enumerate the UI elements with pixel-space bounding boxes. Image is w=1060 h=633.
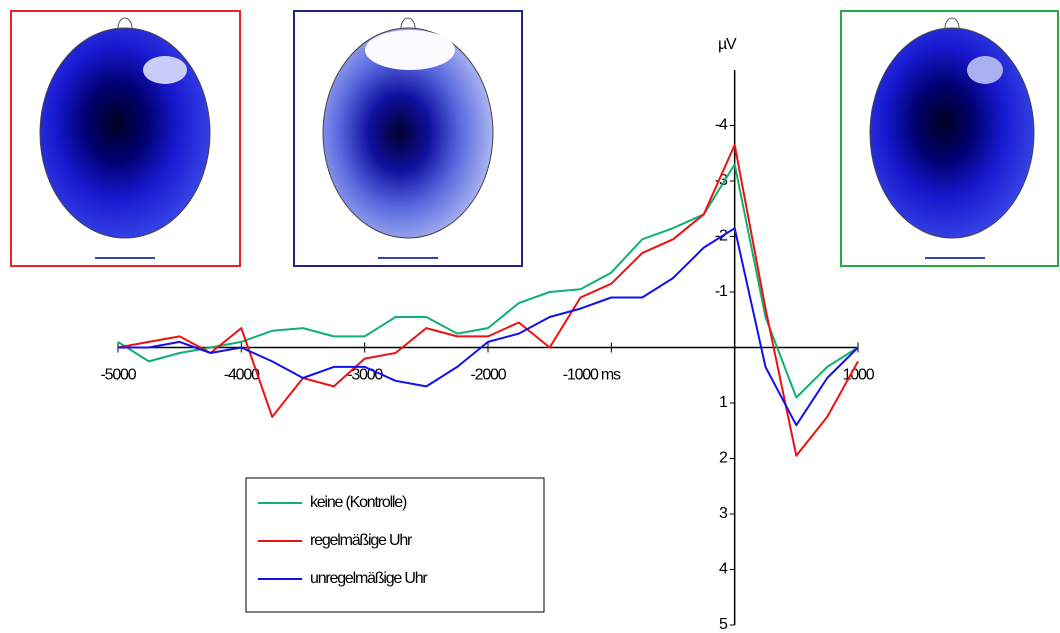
topomap-blue	[293, 10, 523, 267]
y-tick-label: 1	[719, 394, 728, 411]
topomap-green	[840, 10, 1059, 267]
y-tick-label: 3	[719, 505, 728, 522]
head	[869, 27, 1035, 239]
x-tick-label: 1000	[843, 367, 875, 384]
y-tick-label: 5	[719, 616, 728, 633]
contour	[967, 56, 1003, 84]
legend-label: regelmäßige Uhr	[310, 532, 413, 549]
legend-label: keine (Kontrolle)	[310, 494, 407, 511]
x-tick-label: -5000	[101, 367, 137, 384]
x-tick-label: -1000 ms	[563, 367, 621, 384]
legend-label: unregelmäßige Uhr	[310, 570, 428, 587]
head	[322, 27, 494, 239]
legend-box	[245, 477, 545, 613]
y-tick-label: 4	[719, 561, 728, 578]
y-tick-label: -1	[715, 283, 728, 300]
contour	[365, 30, 455, 70]
x-tick-label: -4000	[224, 367, 260, 384]
series-line	[117, 163, 859, 399]
series-line	[118, 227, 859, 427]
topomap-red	[10, 10, 241, 267]
y-tick-label: 2	[719, 450, 728, 467]
y-tick-label: -4	[715, 117, 728, 134]
y-tick-label: -3	[715, 172, 728, 189]
contour	[143, 56, 187, 84]
head	[39, 27, 211, 239]
x-tick-label: -2000	[471, 367, 507, 384]
series-line	[117, 143, 859, 457]
y-axis-label: µV	[718, 36, 737, 53]
